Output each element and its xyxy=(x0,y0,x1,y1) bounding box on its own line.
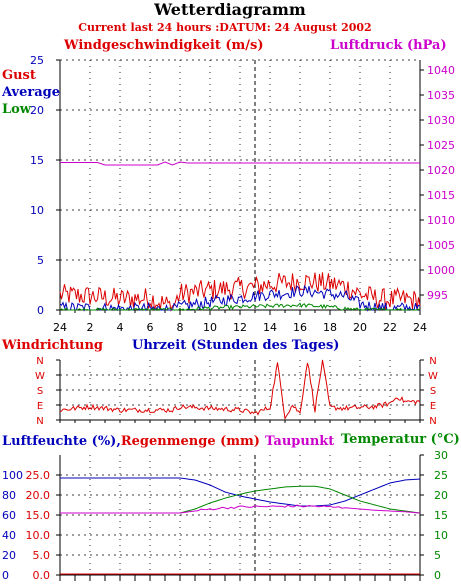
hour-tick-label: 2 xyxy=(87,321,94,334)
humidity-rain-axis-label: Luftfeuchte (%),Regenmenge (mm) xyxy=(2,434,260,449)
speed-tick-label: 25 xyxy=(30,54,44,67)
wind-direction-line xyxy=(59,359,421,421)
pressure-line xyxy=(60,161,420,166)
hour-tick-label: 12 xyxy=(233,321,247,334)
direction-tick-label: N xyxy=(429,356,436,367)
direction-tick-label: W xyxy=(35,371,45,382)
temperature-tick-label: 10 xyxy=(434,529,448,542)
hour-tick-label: 10 xyxy=(203,321,217,334)
hour-tick-label: 16 xyxy=(293,321,307,334)
temperature-tick-label: 25 xyxy=(434,469,448,482)
hour-tick-label: 22 xyxy=(383,321,397,334)
pressure-tick-label: 1040 xyxy=(427,64,455,77)
direction-tick-label: E xyxy=(430,401,436,412)
rain-tick-label: 0.0 xyxy=(33,569,51,582)
humidity-tick-label: 60 xyxy=(2,509,16,522)
rain-tick-label: 20.0 xyxy=(26,489,51,502)
hour-tick-label: 4 xyxy=(117,321,124,334)
temperature-tick-label: 20 xyxy=(434,489,448,502)
pressure-tick-label: 995 xyxy=(427,289,448,302)
pressure-tick-label: 1035 xyxy=(427,89,455,102)
legend-low: Low xyxy=(2,102,32,117)
hour-tick-label: 20 xyxy=(353,321,367,334)
humidity-line xyxy=(60,477,421,507)
direction-tick-label: S xyxy=(37,386,43,397)
humidity-tick-label: 0 xyxy=(2,569,9,582)
temperature-axis-label: Temperatur (°C) xyxy=(341,432,460,447)
hour-tick-label: 24 xyxy=(53,321,67,334)
dewpoint-axis-label: Taupunkt xyxy=(265,434,334,449)
pressure-tick-label: 1025 xyxy=(427,139,455,152)
direction-tick-label: N xyxy=(429,416,436,427)
direction-tick-label: W xyxy=(428,371,438,382)
pressure-tick-label: 1030 xyxy=(427,114,455,127)
direction-tick-label: N xyxy=(36,416,43,427)
temperature-tick-label: 5 xyxy=(434,549,441,562)
legend-average: Average xyxy=(1,85,60,100)
humidity-label: Luftfeuchte (%), xyxy=(2,434,121,449)
rain-tick-label: 10.0 xyxy=(26,529,51,542)
rain-tick-label: 15.0 xyxy=(26,509,51,522)
pressure-axis-label: Luftdruck (hPa) xyxy=(330,38,447,53)
speed-tick-label: 20 xyxy=(30,104,44,117)
humidity-tick-label: 80 xyxy=(2,489,16,502)
wind-speed-axis-label: Windgeschwindigkeit (m/s) xyxy=(63,38,263,53)
hour-tick-label: 18 xyxy=(323,321,337,334)
rain-label: Regenmenge (mm) xyxy=(121,434,260,449)
pressure-tick-label: 1000 xyxy=(427,264,455,277)
humidity-tick-label: 40 xyxy=(2,529,16,542)
direction-tick-label: N xyxy=(36,356,43,367)
speed-tick-label: 10 xyxy=(30,204,44,217)
hour-tick-label: 24 xyxy=(413,321,427,334)
pressure-tick-label: 1010 xyxy=(427,214,455,227)
pressure-tick-label: 1015 xyxy=(427,189,455,202)
hour-tick-label: 8 xyxy=(177,321,184,334)
direction-tick-label: S xyxy=(430,386,436,397)
rain-tick-label: 25.0 xyxy=(26,469,51,482)
wind-low-line xyxy=(59,302,421,311)
humidity-tick-label: 20 xyxy=(2,549,16,562)
temperature-tick-label: 0 xyxy=(434,569,441,582)
time-axis-label: Uhrzeit (Stunden des Tages) xyxy=(132,338,339,353)
direction-tick-label: E xyxy=(37,401,43,412)
chart-title: Wetterdiagramm xyxy=(153,0,306,19)
humidity-tick-label: 100 xyxy=(2,469,23,482)
speed-tick-label: 15 xyxy=(30,154,44,167)
temperature-tick-label: 15 xyxy=(434,509,448,522)
speed-tick-label: 0 xyxy=(37,304,44,317)
rain-tick-label: 5.0 xyxy=(33,549,51,562)
temperature-tick-label: 30 xyxy=(434,449,448,462)
dewpoint-line xyxy=(60,504,421,514)
speed-tick-label: 5 xyxy=(37,254,44,267)
hour-tick-label: 6 xyxy=(147,321,154,334)
pressure-tick-label: 1020 xyxy=(427,164,455,177)
legend-gust: Gust xyxy=(2,68,36,83)
hour-tick-label: 14 xyxy=(263,321,277,334)
chart-subtitle: Current last 24 hours :DATUM: 24 August … xyxy=(78,21,371,34)
wind-gust-line xyxy=(59,272,421,312)
pressure-tick-label: 1005 xyxy=(427,239,455,252)
wind-direction-axis-label: Windrichtung xyxy=(1,338,103,353)
